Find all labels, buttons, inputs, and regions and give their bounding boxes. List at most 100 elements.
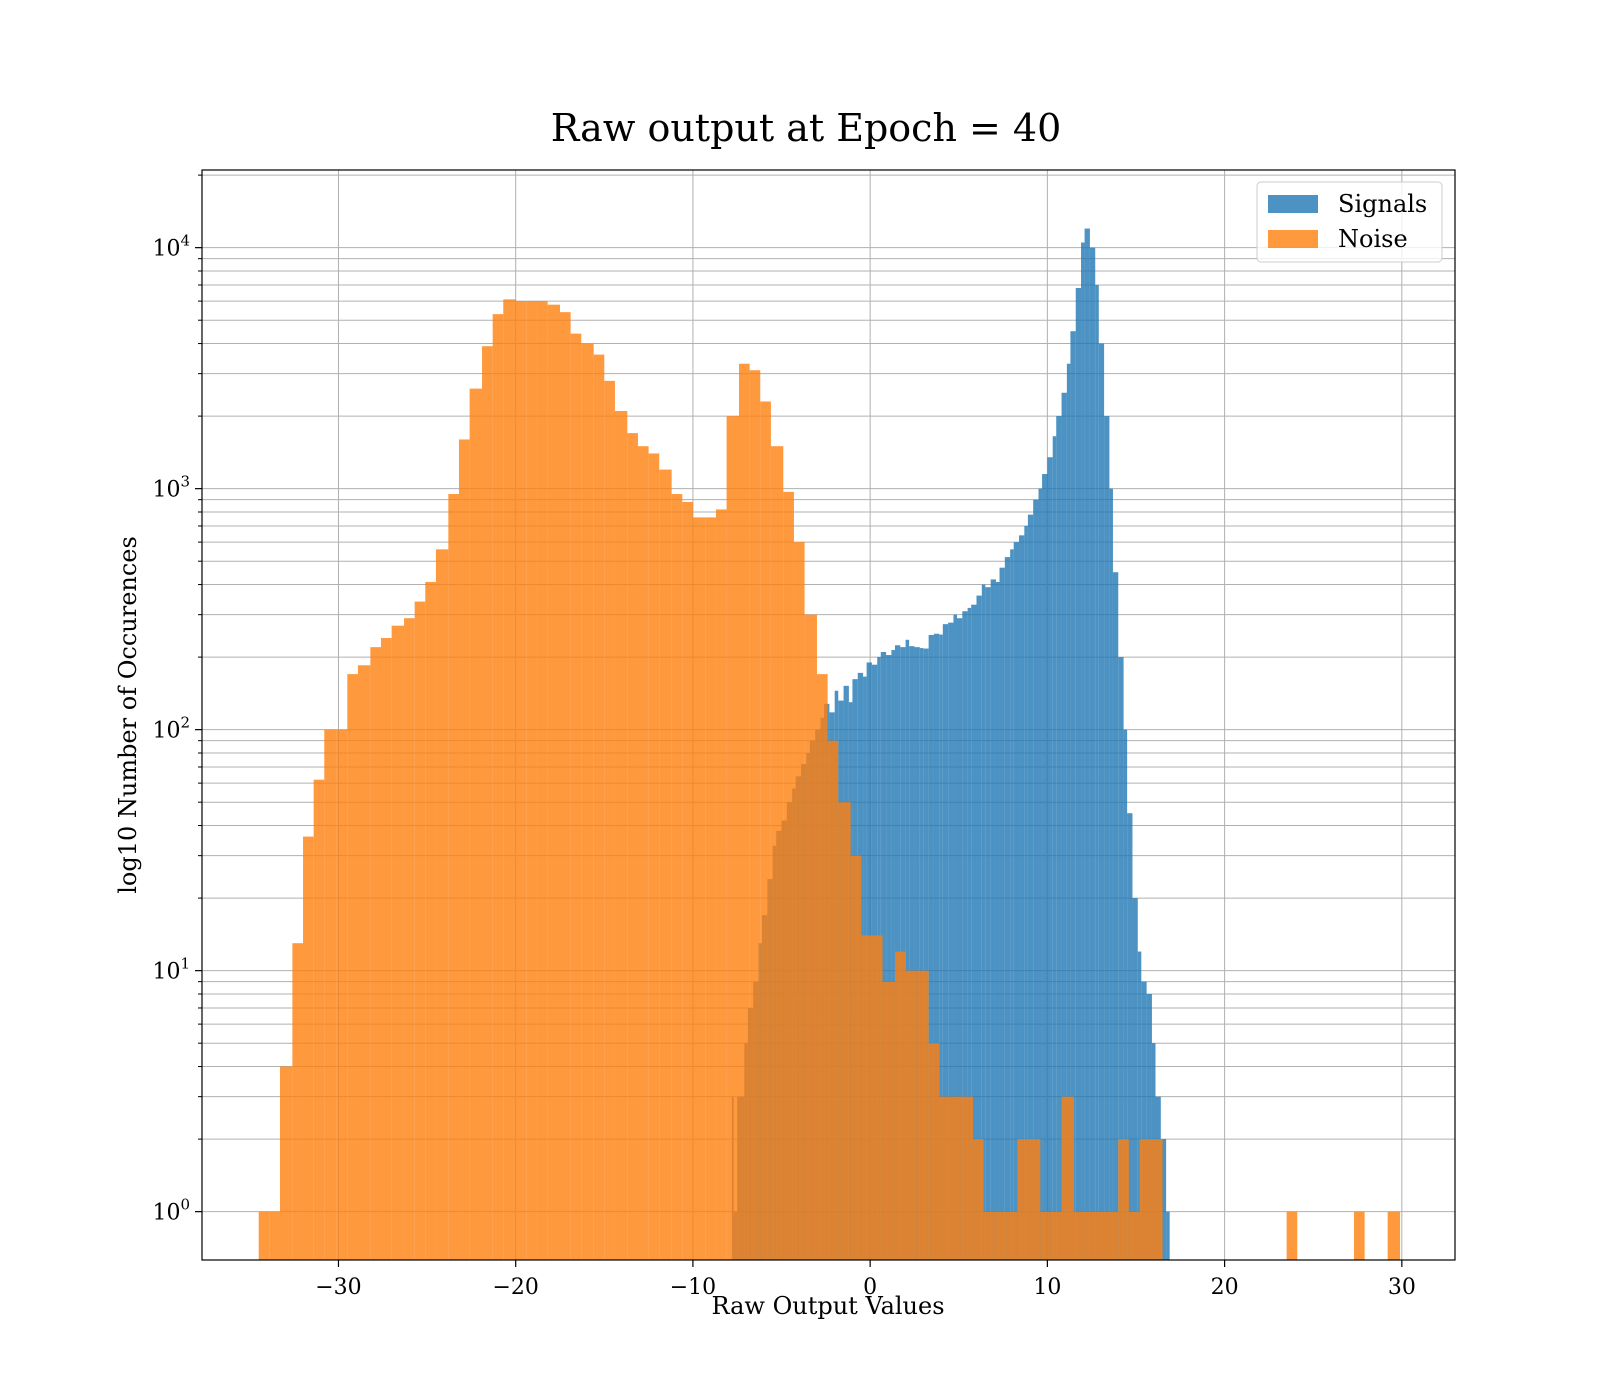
bar-noise (1006, 1211, 1018, 1260)
legend-swatch-noise (1268, 230, 1318, 248)
bar-noise (593, 354, 605, 1260)
legend-label-noise: Noise (1338, 225, 1408, 253)
bar-noise (324, 729, 337, 1260)
bar-signals (1095, 284, 1099, 1261)
legend-label-signals: Signals (1338, 190, 1427, 218)
bar-signals (953, 614, 957, 1260)
bar-signals (1066, 363, 1071, 1260)
bar-noise (1139, 1139, 1152, 1260)
bar-noise (347, 674, 358, 1260)
bar-noise (391, 625, 405, 1260)
bar-noise (492, 314, 504, 1260)
chart-title: Raw output at Epoch = 40 (551, 106, 1062, 150)
bar-noise (560, 312, 571, 1261)
plot-frame (201, 169, 1456, 1261)
bar-noise (648, 453, 660, 1260)
bar-signals (1027, 514, 1034, 1260)
y-tick-label: 103 (152, 473, 190, 503)
bar-noise (882, 981, 895, 1260)
bar-noise (503, 299, 516, 1260)
bar-signals (942, 624, 949, 1260)
bar-noise (1084, 1211, 1096, 1260)
bar-noise (1387, 1211, 1401, 1260)
bar-noise (458, 439, 470, 1261)
bar-signals (981, 584, 986, 1260)
bar-noise (949, 1096, 963, 1260)
bar-noise (850, 855, 862, 1260)
bar-signals (919, 648, 924, 1260)
bar-noise (816, 674, 828, 1260)
bar-signals (948, 622, 954, 1260)
bar-signals (990, 579, 996, 1260)
bar-noise (1040, 1211, 1051, 1260)
bar-signals (914, 647, 920, 1260)
bar-noise (1353, 1211, 1365, 1260)
bar-signals (1024, 525, 1028, 1260)
legend: Signals Noise (1256, 181, 1443, 263)
y-tick-label: 101 (152, 955, 190, 985)
ticks: −30 −20 −10 0 10 20 30 100 101 102 103 104 (152, 174, 1416, 1300)
bar-noise (1151, 1139, 1163, 1260)
bar-noise (581, 343, 594, 1260)
bar-signals (1052, 436, 1057, 1260)
x-axis-label: Raw Output Values (711, 1292, 944, 1320)
bar-noise (404, 618, 415, 1260)
bar-signals (933, 633, 940, 1260)
bar-noise (692, 517, 706, 1260)
bar-signals (1084, 228, 1090, 1261)
bar-noise (570, 333, 582, 1260)
bar-signals (1141, 981, 1147, 1260)
bar-signals (1137, 951, 1142, 1260)
bar-signals (1089, 247, 1096, 1260)
bar-signals (1146, 993, 1152, 1260)
y-tick-label: 102 (152, 714, 190, 744)
bar-noise (258, 1211, 270, 1260)
bar-noise (604, 380, 615, 1260)
bar-signals (1019, 535, 1025, 1260)
bar-signals (1004, 557, 1011, 1260)
bar-noise (425, 581, 436, 1260)
bar-noise (972, 1139, 984, 1260)
bar-noise (1128, 1211, 1140, 1260)
bar-noise (682, 502, 693, 1260)
bar-noise (804, 614, 817, 1260)
bar-signals (1109, 488, 1113, 1260)
bar-signals (880, 651, 887, 1260)
bar-noise (370, 647, 381, 1260)
bar-signals (1166, 1211, 1170, 1260)
bar-noise (827, 740, 839, 1260)
bar-signals (923, 648, 929, 1260)
bar-signals (1112, 572, 1119, 1260)
bar-noise (783, 491, 794, 1260)
bar-noise (448, 494, 459, 1260)
bar-signals (1033, 499, 1039, 1261)
bar-noise (627, 433, 638, 1260)
x-tick-label: −10 (670, 1275, 716, 1300)
bar-noise (770, 446, 784, 1260)
bar-noise (292, 943, 304, 1260)
bar-noise (1017, 1139, 1028, 1260)
bar-noise (381, 638, 392, 1260)
bar-noise (905, 970, 917, 1260)
bar-noise (536, 301, 548, 1260)
bar-noise (515, 301, 527, 1260)
bar-noise (526, 301, 537, 1260)
bar-noise (435, 549, 449, 1260)
bar-noise (1073, 1211, 1085, 1260)
x-tick-label: −20 (492, 1275, 538, 1300)
x-tick-label: 20 (1211, 1275, 1239, 1300)
bar-signals (967, 607, 972, 1260)
bar-noise (279, 1066, 293, 1260)
bar-noise (671, 494, 683, 1260)
bar-signals (1010, 549, 1014, 1260)
bar-signals (971, 604, 977, 1260)
bar-noise (313, 779, 325, 1260)
bar-noise (928, 1043, 940, 1260)
y-tick-label: 100 (152, 1196, 190, 1226)
bar-signals (962, 611, 968, 1260)
bar-signals (995, 581, 1000, 1260)
bar-signals (956, 618, 963, 1260)
bar-signals (909, 646, 915, 1260)
bar-noise (336, 729, 348, 1260)
